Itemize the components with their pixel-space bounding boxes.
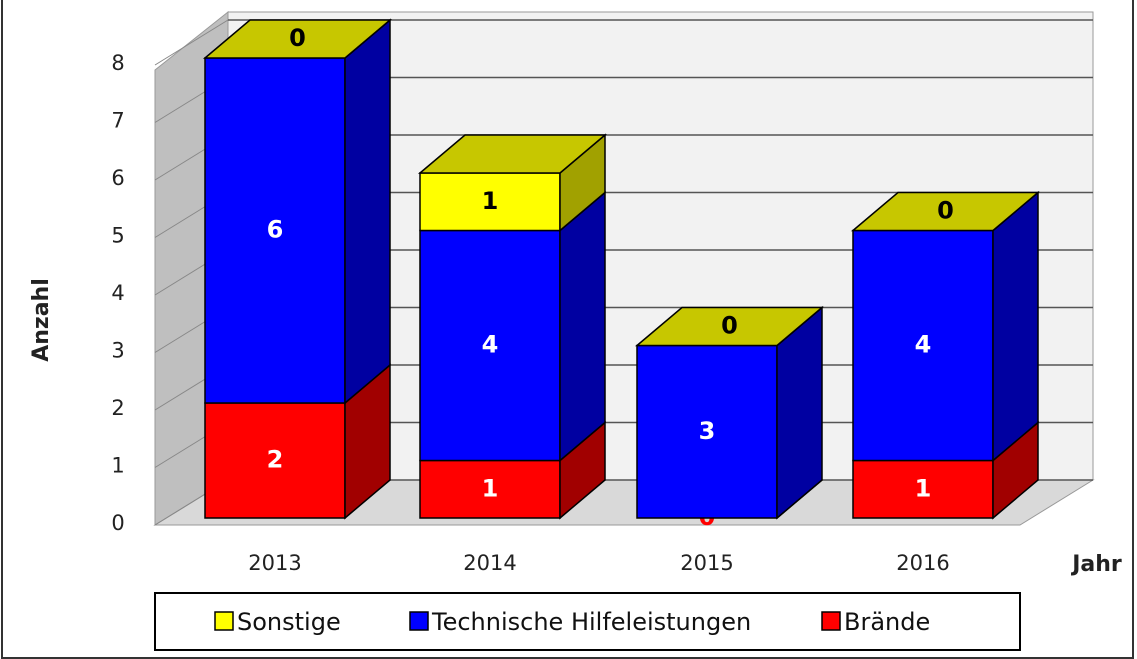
- bar-segment: [204, 57, 346, 404]
- value-label: 1: [482, 187, 499, 215]
- y-tick-label: 3: [111, 339, 124, 363]
- value-label: 1: [915, 474, 932, 502]
- legend-swatch: [821, 611, 841, 631]
- y-tick-label: 6: [111, 166, 124, 190]
- grid-line-side: [154, 19, 229, 66]
- y-axis-label: Anzahl: [29, 278, 54, 362]
- bar-top: [417, 134, 608, 174]
- x-tick-label: 2013: [248, 551, 301, 575]
- value-label: 1: [482, 474, 499, 502]
- value-label: 4: [915, 331, 932, 359]
- value-label: 3: [699, 417, 716, 445]
- legend-box: [154, 592, 1021, 651]
- legend-label: Brände: [844, 608, 930, 636]
- y-tick-label: 0: [111, 511, 124, 535]
- bar-top: [202, 19, 393, 59]
- bar-top: [634, 306, 825, 347]
- y-tick-label: 7: [111, 109, 124, 133]
- value-label: 2: [267, 446, 284, 474]
- legend-label: Technische Hilfeleistungen: [431, 608, 751, 636]
- bar-segment: [419, 229, 561, 462]
- x-axis-label: Jahr: [1070, 552, 1122, 577]
- bar-side: [559, 190, 606, 463]
- y-tick-label: 1: [111, 454, 124, 478]
- bar-side: [992, 190, 1039, 463]
- value-label: 0: [721, 312, 738, 340]
- value-label: 4: [482, 331, 499, 359]
- legend-label: Sonstige: [237, 608, 341, 636]
- y-tick-label: 4: [111, 281, 124, 305]
- bar-segment: [419, 172, 561, 232]
- y-tick-label: 5: [111, 224, 124, 248]
- bar-side: [344, 18, 391, 405]
- bar-segment: [636, 344, 778, 519]
- legend-swatch: [409, 611, 429, 631]
- value-label: 6: [267, 216, 284, 244]
- x-tick-label: 2016: [896, 551, 949, 575]
- value-label: 0: [289, 24, 306, 52]
- bar-segment: [204, 402, 346, 519]
- value-label: 0: [937, 197, 954, 225]
- bar-segment: [852, 229, 994, 462]
- legend-swatch: [214, 611, 234, 631]
- x-tick-label: 2014: [463, 551, 516, 575]
- bar-top: [850, 191, 1041, 232]
- y-tick-label: 2: [111, 396, 124, 420]
- x-tick-label: 2015: [680, 551, 733, 575]
- y-tick-label: 8: [111, 51, 124, 75]
